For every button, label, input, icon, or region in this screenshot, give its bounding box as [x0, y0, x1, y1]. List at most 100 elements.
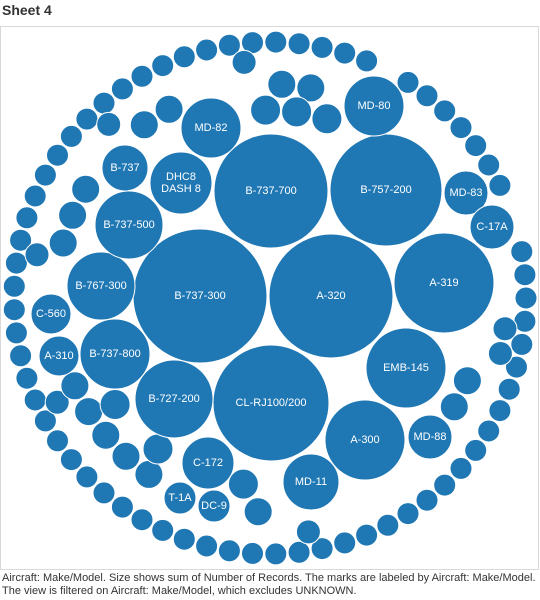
bubble-unlabeled[interactable]: [110, 77, 134, 101]
bubble-unlabeled[interactable]: [129, 110, 159, 140]
bubble-unlabeled[interactable]: [4, 321, 28, 345]
bubble-unlabeled[interactable]: [415, 84, 439, 108]
bubble-unlabeled[interactable]: [33, 409, 57, 433]
bubble-unlabeled[interactable]: [75, 107, 99, 131]
bubble-unlabeled[interactable]: [59, 124, 83, 148]
bubble-unlabeled[interactable]: [48, 228, 78, 258]
bubble-unlabeled[interactable]: [488, 173, 512, 197]
bubble-unlabeled[interactable]: [154, 94, 184, 124]
bubble-unlabeled[interactable]: [172, 527, 196, 551]
bubble-unlabeled[interactable]: [134, 459, 164, 489]
bubble-unlabeled[interactable]: [71, 174, 101, 204]
bubble-c-17a[interactable]: [469, 204, 515, 250]
bubble-unlabeled[interactable]: [415, 488, 439, 512]
bubble-unlabeled[interactable]: [24, 242, 50, 268]
bubble-unlabeled[interactable]: [492, 316, 518, 342]
bubble-unlabeled[interactable]: [267, 69, 297, 99]
bubble-b-737-700[interactable]: [213, 133, 329, 249]
bubble-unlabeled[interactable]: [513, 263, 537, 287]
bubble-unlabeled[interactable]: [46, 429, 69, 453]
bubble-unlabeled[interactable]: [295, 519, 321, 545]
bubble-unlabeled[interactable]: [396, 502, 420, 526]
bubble-unlabeled[interactable]: [110, 495, 134, 519]
bubble-unlabeled[interactable]: [433, 473, 457, 497]
bubble-unlabeled[interactable]: [452, 366, 482, 396]
bubble-unlabeled[interactable]: [75, 465, 99, 489]
bubble-unlabeled[interactable]: [510, 240, 534, 264]
bubble-unlabeled[interactable]: [231, 49, 257, 75]
bubble-unlabeled[interactable]: [130, 508, 154, 532]
bubble-unlabeled[interactable]: [91, 420, 121, 450]
bubble-unlabeled[interactable]: [23, 184, 47, 208]
bubble-unlabeled[interactable]: [195, 534, 219, 558]
bubble-b-737-800[interactable]: [79, 318, 151, 390]
bubble-a-310[interactable]: [38, 335, 80, 377]
bubble-a-300[interactable]: [324, 399, 406, 481]
bubble-unlabeled[interactable]: [9, 228, 33, 252]
bubble-unlabeled[interactable]: [449, 456, 473, 480]
bubble-unlabeled[interactable]: [355, 523, 379, 547]
bubble-unlabeled[interactable]: [287, 32, 311, 56]
bubble-unlabeled[interactable]: [287, 540, 311, 564]
bubble-unlabeled[interactable]: [172, 45, 196, 69]
bubble-unlabeled[interactable]: [310, 35, 334, 59]
bubble-unlabeled[interactable]: [74, 397, 104, 427]
bubble-a-319[interactable]: [393, 232, 495, 334]
bubble-unlabeled[interactable]: [60, 371, 90, 401]
bubble-emb-145[interactable]: [365, 327, 447, 409]
bubble-md-80[interactable]: [343, 75, 405, 137]
bubble-unlabeled[interactable]: [142, 433, 174, 465]
bubble-unlabeled[interactable]: [46, 143, 69, 167]
bubble-a-320[interactable]: [268, 233, 394, 359]
bubble-unlabeled[interactable]: [2, 274, 26, 298]
bubble-unlabeled[interactable]: [396, 70, 420, 94]
bubble-c-172[interactable]: [181, 436, 235, 490]
bubble-unlabeled[interactable]: [217, 539, 241, 563]
bubble-unlabeled[interactable]: [514, 286, 538, 310]
bubble-unlabeled[interactable]: [23, 388, 47, 412]
bubble-unlabeled[interactable]: [15, 206, 39, 230]
bubble-unlabeled[interactable]: [250, 94, 282, 126]
bubble-unlabeled[interactable]: [497, 377, 521, 401]
bubble-unlabeled[interactable]: [296, 73, 326, 103]
bubble-unlabeled[interactable]: [439, 392, 469, 422]
bubble-unlabeled[interactable]: [33, 163, 57, 187]
bubble-unlabeled[interactable]: [9, 344, 33, 368]
bubble-unlabeled[interactable]: [333, 41, 357, 65]
bubble-unlabeled[interactable]: [58, 200, 88, 230]
bubble-unlabeled[interactable]: [4, 251, 28, 275]
bubble-unlabeled[interactable]: [227, 468, 259, 500]
bubble-unlabeled[interactable]: [464, 134, 488, 158]
bubble-unlabeled[interactable]: [264, 542, 288, 566]
bubble-unlabeled[interactable]: [333, 531, 357, 555]
bubble-unlabeled[interactable]: [195, 38, 219, 62]
bubble-unlabeled[interactable]: [449, 116, 473, 140]
bubble-unlabeled[interactable]: [151, 54, 175, 78]
bubble-dc-9[interactable]: [197, 489, 231, 523]
bubble-unlabeled[interactable]: [488, 399, 512, 423]
bubble-unlabeled[interactable]: [311, 103, 343, 135]
bubble-unlabeled[interactable]: [477, 419, 501, 443]
bubble-unlabeled[interactable]: [151, 518, 175, 542]
bubble-md-88[interactable]: [407, 414, 453, 460]
bubble-unlabeled[interactable]: [310, 537, 334, 561]
bubble-unlabeled[interactable]: [15, 366, 39, 390]
bubble-c-560[interactable]: [30, 293, 72, 335]
bubble-b-727-200[interactable]: [134, 359, 214, 439]
bubble-unlabeled[interactable]: [376, 513, 400, 537]
bubble-t-1a[interactable]: [163, 481, 197, 515]
bubble-unlabeled[interactable]: [264, 30, 288, 54]
bubble-unlabeled[interactable]: [355, 49, 379, 73]
bubble-b-737[interactable]: [101, 144, 149, 192]
bubble-unlabeled[interactable]: [505, 355, 528, 379]
bubble-unlabeled[interactable]: [510, 332, 534, 356]
bubble-unlabeled[interactable]: [433, 99, 457, 123]
bubble-unlabeled[interactable]: [243, 497, 273, 527]
bubble-md-11[interactable]: [282, 453, 340, 511]
bubble-unlabeled[interactable]: [130, 64, 154, 88]
bubble-unlabeled[interactable]: [59, 448, 83, 472]
bubble-dhc8-dash-8[interactable]: [149, 151, 213, 215]
bubble-unlabeled[interactable]: [487, 341, 513, 366]
bubble-unlabeled[interactable]: [477, 153, 501, 177]
bubble-md-83[interactable]: [443, 170, 489, 216]
